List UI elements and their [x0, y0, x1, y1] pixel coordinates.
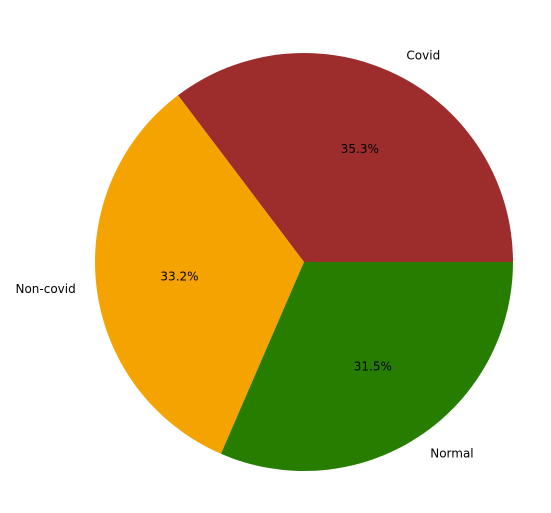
slice-label-covid: Covid: [406, 49, 440, 63]
pie-slices: [95, 53, 513, 471]
pct-label-non-covid: 33.2%: [160, 269, 198, 283]
pct-label-normal: 31.5%: [354, 359, 392, 373]
slice-label-non-covid: Non-covid: [15, 282, 75, 296]
pct-label-covid: 35.3%: [341, 142, 379, 156]
slice-label-normal: Normal: [430, 447, 473, 461]
pie-slice-normal: [220, 262, 513, 471]
pie-slice-covid: [177, 53, 513, 263]
pie-slice-non-covid: [95, 95, 304, 454]
pie-labels: Covid 35.3% Non-covid 33.2% Normal 31.5%: [15, 49, 473, 461]
